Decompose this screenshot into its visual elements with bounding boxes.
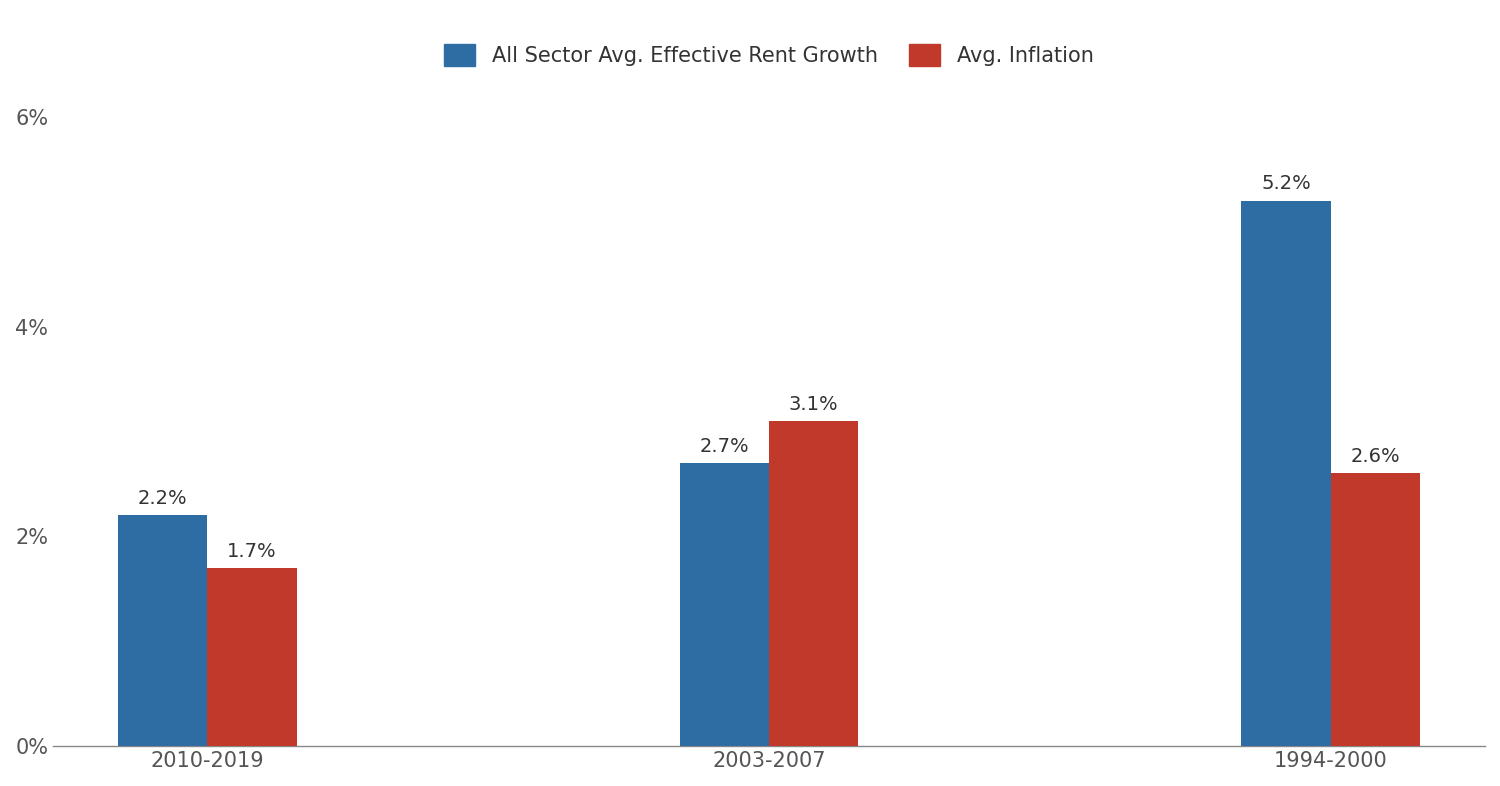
Bar [1330, 473, 1420, 746]
Text: 3.1%: 3.1% [789, 395, 838, 413]
Bar [680, 463, 770, 746]
Text: 2.7%: 2.7% [699, 437, 748, 456]
Text: 1.7%: 1.7% [228, 542, 278, 560]
Bar [118, 516, 207, 746]
Bar [770, 421, 858, 746]
Text: 2.6%: 2.6% [1350, 447, 1400, 466]
Text: 2.2%: 2.2% [138, 489, 188, 508]
Text: 5.2%: 5.2% [1262, 174, 1311, 193]
Bar [1240, 200, 1330, 746]
Bar [207, 567, 297, 746]
Legend: All Sector Avg. Effective Rent Growth, Avg. Inflation: All Sector Avg. Effective Rent Growth, A… [433, 34, 1104, 76]
